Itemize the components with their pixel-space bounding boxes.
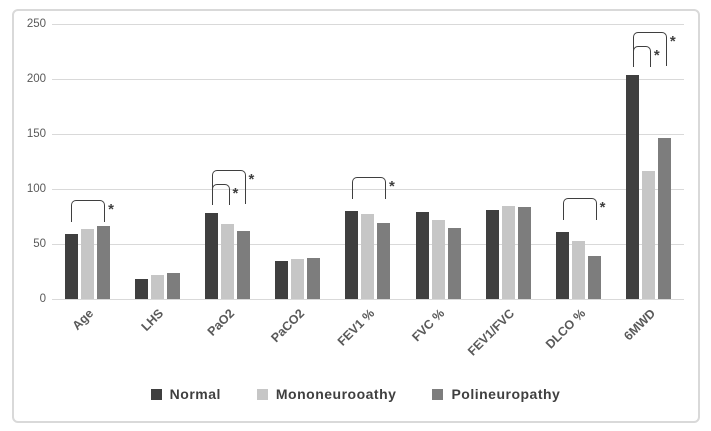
gridline-100 [52, 189, 684, 190]
bar-mononeurooathy [431, 219, 445, 299]
legend-swatch-icon [432, 388, 444, 400]
bar-polineuropathy [588, 256, 602, 299]
chart-legend: Normal Mononeurooathy Polineuropathy [0, 386, 711, 402]
y-axis-tick-label: 50 [33, 238, 46, 250]
significance-bracket [71, 200, 106, 223]
bar-group-paco2 [263, 24, 333, 299]
bar-normal [275, 260, 289, 299]
bar-normal [485, 209, 499, 299]
significance-bracket [632, 31, 667, 66]
significance-asterisk: * [232, 185, 239, 203]
bar-group-pao2 [192, 24, 262, 299]
significance-bracket [562, 197, 597, 220]
legend-item-normal: Normal [150, 386, 221, 402]
legend-item-mononeurooathy: Mononeurooathy [256, 386, 397, 402]
legend-swatch-icon [256, 388, 268, 400]
bar-group-lhs [122, 24, 192, 299]
y-axis-tick-label: 250 [26, 18, 46, 30]
y-axis-tick-label: 0 [39, 293, 46, 305]
bar-normal [626, 74, 640, 299]
legend-label: Normal [169, 386, 221, 402]
bar-group-fev1- [333, 24, 403, 299]
significance-asterisk: * [248, 171, 255, 189]
significance-asterisk: * [669, 32, 676, 50]
legend-swatch-icon [150, 388, 162, 400]
bar-polineuropathy [307, 258, 321, 299]
gridline-150 [52, 134, 684, 135]
gridline-250 [52, 24, 684, 25]
legend-item-polineuropathy: Polineuropathy [432, 386, 560, 402]
bar-group-fev1-fvc [473, 24, 543, 299]
gridline-200 [52, 79, 684, 80]
bar-mononeurooathy [642, 171, 656, 299]
y-axis-tick-label: 100 [26, 183, 46, 195]
y-axis-tick-label: 150 [26, 128, 46, 140]
bar-polineuropathy [166, 272, 180, 299]
bar-normal [415, 212, 429, 299]
bar-mononeurooathy [501, 205, 515, 299]
significance-asterisk: * [653, 46, 660, 64]
bar-group-6mwd [614, 24, 684, 299]
bar-polineuropathy [96, 226, 110, 299]
bar-polineuropathy [447, 227, 461, 299]
bar-group-dlco- [544, 24, 614, 299]
significance-bracket [352, 177, 386, 199]
y-axis-tick-label: 200 [26, 73, 46, 85]
bar-polineuropathy [658, 138, 672, 299]
bar-polineuropathy [237, 230, 251, 299]
gridline-0 [52, 299, 684, 300]
significance-bracket [211, 170, 246, 205]
bar-normal [205, 213, 219, 299]
bar-group-age [52, 24, 122, 299]
legend-label: Mononeurooathy [275, 386, 397, 402]
bar-polineuropathy [517, 206, 531, 299]
bar-normal [345, 211, 359, 299]
significance-asterisk: * [108, 201, 114, 219]
bar-normal [134, 279, 148, 299]
bar-mononeurooathy [361, 214, 375, 299]
bar-normal [556, 231, 570, 299]
bar-group-fvc- [403, 24, 473, 299]
bar-polineuropathy [377, 223, 391, 299]
bar-mononeurooathy [80, 228, 94, 299]
significance-asterisk: * [389, 178, 395, 195]
bar-mononeurooathy [221, 224, 235, 299]
bar-normal [64, 234, 78, 299]
bar-mononeurooathy [291, 259, 305, 299]
plot-area [52, 24, 684, 300]
bar-mononeurooathy [150, 274, 164, 299]
legend-label: Polineuropathy [451, 386, 561, 402]
bar-mononeurooathy [572, 240, 586, 299]
significance-asterisk: * [599, 198, 606, 216]
